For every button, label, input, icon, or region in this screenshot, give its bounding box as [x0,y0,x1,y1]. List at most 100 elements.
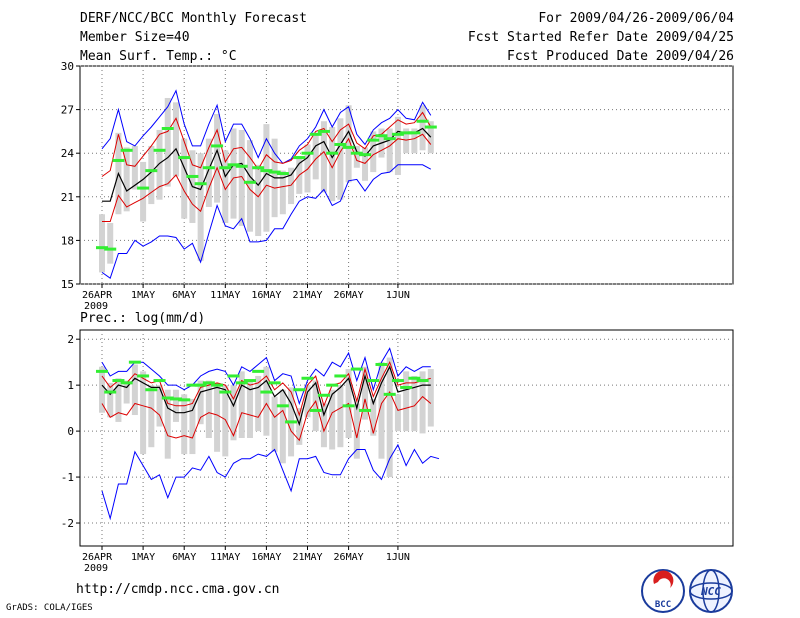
started-date: Fcst Started Refer Date 2009/04/25 [467,30,734,45]
spread-box [353,403,360,459]
y-tick-label: 30 [61,60,74,73]
spread-box [246,140,253,232]
spread-box [411,128,418,154]
y-tick-label: 24 [61,147,75,160]
x-tick-label: 6MAY [172,290,196,301]
spread-box [222,385,229,457]
plot-frame [79,65,734,285]
series-line-lower [101,390,432,442]
spread-box [123,147,130,212]
spread-box [222,150,229,223]
spread-box [419,105,426,151]
spread-box [238,129,245,226]
spread-box [345,105,352,183]
spread-box [172,102,179,177]
spread-box [107,222,114,264]
spread-box [164,97,171,187]
spread-box [403,128,410,154]
ncc-logo-text: NCC [700,585,721,598]
x-tick-label: 26APR [82,552,113,563]
spread-box [411,375,418,432]
series-line-lower [102,133,432,222]
chart-title: DERF/NCC/BCC Monthly Forecast [80,11,307,26]
spread-box [320,403,327,448]
series-line-min [101,443,440,521]
spread-box [362,147,369,181]
y-tick-label: 1 [67,379,74,392]
spread-box [419,371,426,434]
x-tick-label: 1MAY [131,290,155,301]
spread-box [197,380,204,425]
spread-box [205,138,212,207]
spread-box [329,127,336,202]
spread-box [115,378,122,422]
bcc-logo: BCC [641,569,685,613]
series-line-min [101,164,432,279]
spread-box [386,128,393,173]
spread-box [288,167,295,205]
x-tick-label: 26MAY [334,552,364,563]
spread-box [296,408,303,445]
y-tick-label: -2 [61,517,74,530]
spread-box [230,385,237,441]
x-tick-label: 1JUN [386,552,410,563]
member-size: Member Size=40 [80,30,190,45]
spread-box [394,394,401,432]
spread-box [123,380,130,404]
spread-box [320,121,327,193]
spread-box [304,385,311,418]
y-tick-label: 18 [61,234,74,247]
y-tick-label: 0 [67,425,74,438]
spread-box [370,131,377,173]
grads-credit: GrADS: COLA/IGES [6,603,93,613]
spread-box [279,170,286,215]
spread-box [403,371,410,432]
site-url[interactable]: http://cmdp.ncc.cma.gov.cn [76,582,280,597]
x-tick-label: 11MAY [210,552,240,563]
x-tick-label: 11MAY [210,290,240,301]
spread-box [353,145,360,168]
x-year-label: 2009 [84,301,108,312]
spread-box [255,164,262,237]
spread-box [370,398,377,436]
spread-box [312,132,319,180]
spread-box [107,382,114,418]
spread-box [362,366,369,420]
x-tick-label: 1MAY [131,552,155,563]
spread-box [246,380,253,438]
spread-box [263,124,270,232]
x-year-label: 2009 [84,563,108,574]
spread-box [131,145,138,190]
bcc-logo-text: BCC [655,600,671,610]
spread-box [189,398,196,455]
series-line-max [101,89,432,165]
spread-box [181,138,188,219]
spread-box [205,380,212,438]
prec-panel-label: Prec.: log(mm/d) [80,311,206,326]
spread-box [337,385,344,448]
x-tick-label: 21MAY [292,290,322,301]
forecast-period: For 2009/04/26-2009/06/04 [538,11,734,26]
spread-box [394,116,401,175]
spread-box [164,389,171,459]
spread-box [271,396,278,452]
x-tick-label: 26APR [82,290,113,301]
spread-box [214,113,221,203]
spread-box [131,364,138,416]
spread-box [230,128,237,219]
spread-box [99,214,105,273]
produced-date: Fcst Produced Date 2009/04/26 [507,49,734,64]
x-tick-label: 26MAY [334,290,364,301]
precipitation-chart: 26APR 1MAY 6MAY 11MAY 16MAY 21MAY 26MAY 1JUN 200… [61,329,734,574]
spread-box [140,161,147,222]
x-tick-label: 6MAY [172,552,196,563]
x-tick-label: 21MAY [292,552,322,563]
x-tick-label: 16MAY [251,290,281,301]
spread-box [214,382,221,452]
spread-box [99,366,105,413]
y-tick-label: 27 [61,104,74,117]
y-tick-label: -1 [61,471,74,484]
spread-box [427,369,434,427]
series-line-mean [101,365,431,427]
spread-box [427,121,434,154]
